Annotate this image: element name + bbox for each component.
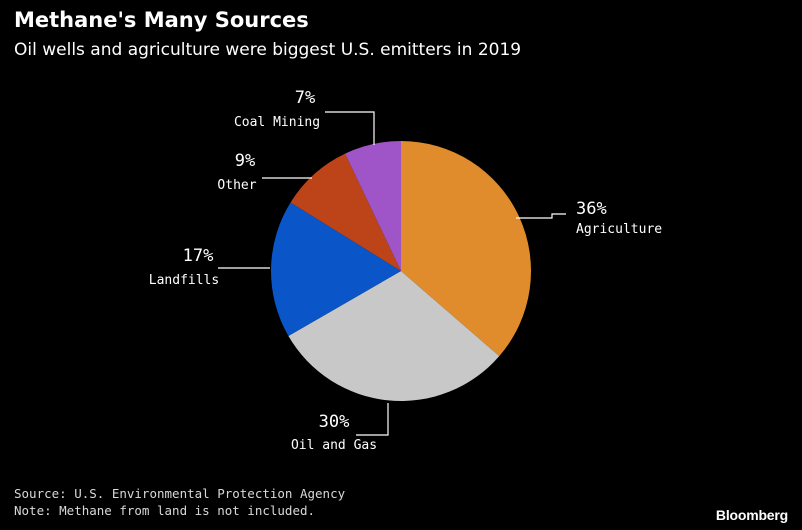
slice-label-other: Other bbox=[217, 178, 256, 193]
pie-slice-coal-mining bbox=[345, 141, 401, 271]
slice-value-other: 9% bbox=[235, 151, 255, 171]
slice-label-oil-and-gas: Oil and Gas bbox=[291, 438, 377, 453]
slice-value-oil-and-gas: 30% bbox=[319, 412, 350, 432]
pie-slice-landfills bbox=[271, 202, 401, 336]
slice-value-coal-mining: 7% bbox=[295, 88, 315, 108]
bloomberg-logo: Bloomberg bbox=[715, 507, 788, 523]
pie-slice-oil-and-gas bbox=[288, 271, 500, 401]
leader-line-agriculture bbox=[516, 213, 566, 219]
leader-line-oil-and-gas bbox=[356, 403, 389, 436]
slice-label-landfills: Landfills bbox=[149, 273, 219, 288]
pie-slice-other bbox=[290, 153, 401, 271]
chart-title: Methane's Many Sources bbox=[14, 8, 309, 32]
footnote: Note: Methane from land is not included. bbox=[14, 503, 316, 518]
chart-subtitle: Oil wells and agriculture were biggest U… bbox=[14, 40, 522, 60]
leader-line-coal-mining bbox=[325, 111, 375, 145]
slice-value-agriculture: 36% bbox=[576, 199, 607, 219]
source-note: Source: U.S. Environmental Protection Ag… bbox=[14, 486, 346, 501]
slice-value-landfills: 17% bbox=[183, 246, 214, 266]
slice-label-agriculture: Agriculture bbox=[576, 222, 662, 237]
slice-label-coal-mining: Coal Mining bbox=[234, 115, 320, 130]
pie-slice-agriculture bbox=[401, 141, 532, 357]
